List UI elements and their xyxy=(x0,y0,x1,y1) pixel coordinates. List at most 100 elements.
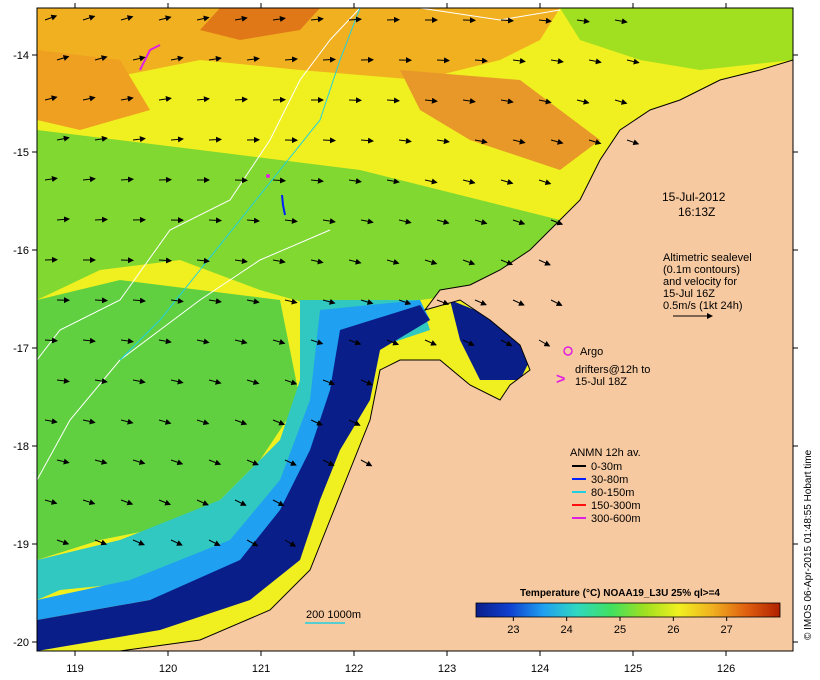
velocity-arrow xyxy=(360,379,373,386)
velocity-arrow xyxy=(550,219,564,226)
bathymetry-contour xyxy=(119,8,361,361)
velocity-arrow xyxy=(246,459,259,466)
velocity-arrow xyxy=(386,339,400,346)
sea-hot-patch-north xyxy=(200,8,320,40)
x-tick-label: 119 xyxy=(66,663,84,675)
velocity-arrow xyxy=(538,339,551,347)
credit-text: © IMOS 06-Apr-2015 01:48:55 Hobart time xyxy=(803,449,814,640)
velocity-arrow xyxy=(462,339,475,346)
velocity-arrow xyxy=(284,217,298,224)
velocity-arrow xyxy=(158,338,172,345)
velocity-arrow xyxy=(132,55,146,62)
velocity-arrow xyxy=(44,418,58,425)
velocity-arrow xyxy=(246,379,260,385)
velocity-arrow xyxy=(614,18,628,25)
velocity-arrow xyxy=(322,137,336,144)
x-tick: 119 xyxy=(66,3,84,675)
velocity-arrow xyxy=(360,459,373,467)
y-tick-label: -17 xyxy=(13,343,29,355)
velocity-arrow xyxy=(196,257,210,264)
velocity-arrow xyxy=(246,217,260,224)
velocity-arrow xyxy=(272,339,286,345)
velocity-arrow xyxy=(386,259,400,265)
colorbar-tick-label: 23 xyxy=(507,624,519,636)
y-tick: -20 xyxy=(13,637,798,649)
velocity-arrow xyxy=(284,56,298,63)
velocity-arrow xyxy=(474,299,487,306)
velocity-arrow xyxy=(500,179,514,185)
velocity-arrow xyxy=(120,499,134,506)
sea-warm-band xyxy=(37,8,560,90)
velocity-arrow xyxy=(132,297,146,304)
velocity-arrow xyxy=(120,95,134,102)
velocity-arrow xyxy=(158,15,172,22)
sea-cold-coastal xyxy=(37,305,430,651)
velocity-arrow xyxy=(386,97,400,104)
velocity-arrow xyxy=(56,377,70,384)
y-tick-label: -19 xyxy=(13,539,29,551)
velocity-arrow xyxy=(424,178,438,185)
velocity-arrow xyxy=(424,259,438,266)
x-tick-label: 125 xyxy=(624,663,642,675)
sealevel-note-line: (0.1m contours) xyxy=(663,264,740,276)
velocity-arrow xyxy=(208,378,222,385)
velocity-arrow xyxy=(44,14,58,21)
velocity-arrow xyxy=(44,176,58,182)
colorbar-ticks: 23 24 25 26 27 xyxy=(507,617,733,636)
velocity-arrow xyxy=(386,178,400,185)
velocity-arrow xyxy=(360,218,374,225)
colorbar-tick-label: 24 xyxy=(561,624,573,636)
velocity-arrow xyxy=(272,499,285,507)
velocity-arrow xyxy=(310,339,324,346)
velocity-arrow xyxy=(158,96,172,102)
sealevel-note-line: and velocity for xyxy=(663,276,737,288)
velocity-arrow xyxy=(284,459,297,466)
velocity-arrow xyxy=(512,219,526,226)
velocity-arrow xyxy=(234,338,248,345)
x-tick-label: 122 xyxy=(345,663,363,675)
velocity-arrow xyxy=(284,379,298,386)
velocity-arrow xyxy=(322,379,336,386)
velocity-arrow xyxy=(474,138,488,145)
velocity-arrow xyxy=(550,138,564,145)
anmn-legend-label: 150-300m xyxy=(591,500,641,512)
sealevel-contour xyxy=(37,229,331,481)
anmn-legend-title: ANMN 12h av. xyxy=(570,447,641,459)
velocity-arrow xyxy=(348,16,362,23)
velocity-arrows xyxy=(44,14,640,547)
velocity-arrow xyxy=(170,459,184,466)
y-tick: -17 xyxy=(13,343,798,355)
y-tick-label: -20 xyxy=(13,637,29,649)
velocity-arrow xyxy=(82,95,96,102)
velocity-arrow xyxy=(82,176,96,183)
velocity-arrow xyxy=(196,15,210,22)
colorbar-tick-label: 26 xyxy=(667,624,679,636)
velocity-arrow xyxy=(436,299,450,306)
velocity-arrow xyxy=(424,97,438,104)
velocity-arrow xyxy=(424,339,437,346)
y-tick: -14 xyxy=(13,50,798,62)
velocity-arrow xyxy=(474,219,488,225)
velocity-arrow xyxy=(310,177,324,184)
velocity-arrow xyxy=(348,419,361,426)
y-tick-label: -16 xyxy=(13,245,29,257)
velocity-arrow xyxy=(234,15,248,22)
velocity-arrow xyxy=(82,418,96,425)
x-tick-label: 123 xyxy=(438,663,456,675)
velocity-arrow xyxy=(436,218,450,225)
sealevel-note-line: Altimetric sealevel xyxy=(663,252,752,264)
velocity-arrow xyxy=(436,138,450,145)
colorbar: Temperature (°C) NOAA19_L3U 25% ql>=4 23… xyxy=(475,588,781,636)
sealevel-contour xyxy=(37,8,361,361)
map-layers xyxy=(37,8,793,651)
drifter-legend-line: drifters@12h to xyxy=(575,364,650,376)
x-tick: 123 xyxy=(438,3,456,675)
velocity-arrow xyxy=(538,98,552,105)
x-tick-label: 120 xyxy=(159,663,177,675)
velocity-arrow xyxy=(82,499,96,506)
velocity-arrow xyxy=(576,18,590,24)
velocity-arrow xyxy=(398,218,412,225)
velocity-arrow xyxy=(322,298,336,305)
velocity-arrow xyxy=(94,135,108,142)
